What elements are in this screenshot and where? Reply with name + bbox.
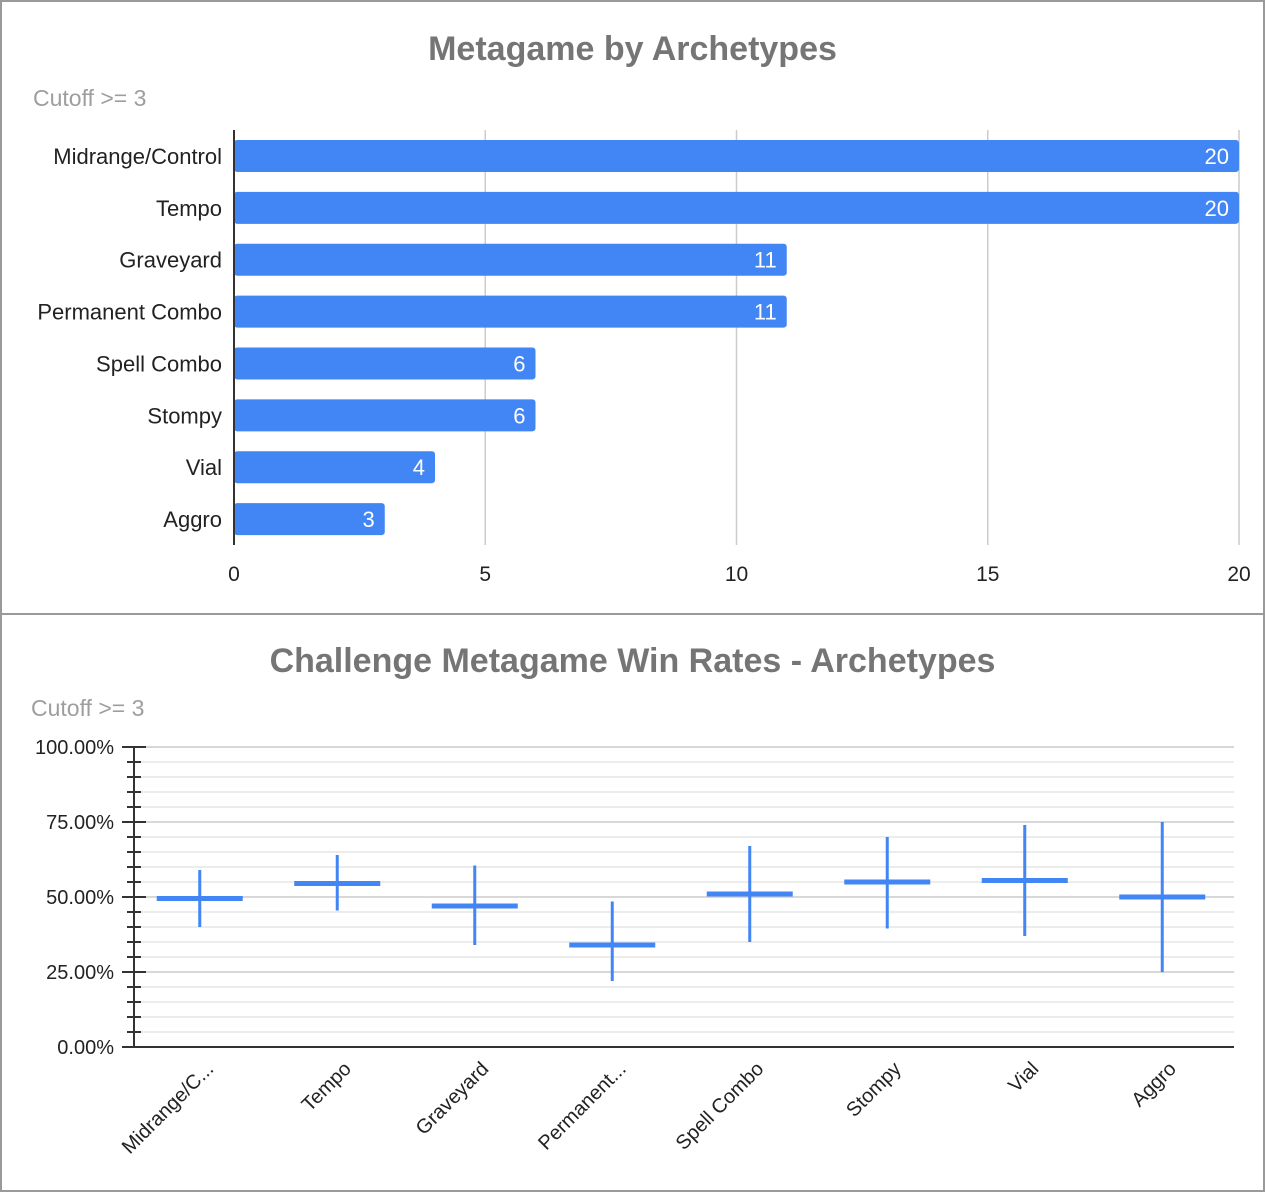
- data-label: 11: [754, 300, 777, 325]
- category-label: Midrange/Control: [53, 144, 222, 169]
- bar: [234, 503, 385, 536]
- x-tick-label: 0: [228, 563, 240, 586]
- bar: [234, 295, 787, 328]
- category-label: Spell Combo: [96, 351, 222, 376]
- x-tick-label: Midrange/C...: [118, 1058, 218, 1158]
- data-label: 6: [513, 403, 525, 428]
- data-label: 4: [413, 455, 425, 480]
- x-tick-label: Graveyard: [412, 1058, 494, 1140]
- x-tick-label: Vial: [1004, 1058, 1043, 1097]
- data-label: 20: [1205, 144, 1229, 169]
- category-label: Permanent Combo: [37, 300, 222, 325]
- win-rate-chart-panel: Challenge Metagame Win Rates - Archetype…: [0, 613, 1265, 1192]
- bar: [234, 451, 435, 484]
- x-tick-label: 5: [479, 563, 491, 586]
- x-tick-label: Spell Combo: [672, 1058, 769, 1155]
- data-label: 3: [363, 507, 375, 532]
- bar-chart-title: Metagame by Archetypes: [428, 30, 837, 68]
- data-label: 20: [1205, 196, 1229, 221]
- y-tick-label: 25.00%: [46, 962, 114, 984]
- bar: [234, 243, 787, 276]
- category-label: Aggro: [163, 507, 222, 532]
- category-label: Graveyard: [119, 248, 222, 273]
- y-tick-label: 100.00%: [35, 737, 114, 759]
- y-tick-label: 75.00%: [46, 812, 114, 834]
- bar: [234, 347, 536, 380]
- x-tick-label: Aggro: [1127, 1058, 1180, 1111]
- bar: [234, 399, 536, 432]
- x-tick-label: Permanent...: [534, 1058, 631, 1155]
- category-label: Vial: [186, 455, 222, 480]
- y-tick-label: 50.00%: [46, 887, 114, 909]
- win-rate-chart-title: Challenge Metagame Win Rates - Archetype…: [269, 642, 996, 680]
- category-label: Tempo: [156, 196, 222, 221]
- bar-chart-subtitle: Cutoff >= 3: [33, 85, 147, 111]
- bar: [234, 191, 1239, 224]
- x-tick-label: 20: [1227, 563, 1250, 586]
- x-tick-label: 10: [725, 563, 748, 586]
- x-tick-label: Tempo: [298, 1058, 356, 1116]
- data-label: 11: [754, 248, 777, 273]
- x-tick-label: Stompy: [842, 1058, 906, 1122]
- win-rate-chart-subtitle: Cutoff >= 3: [31, 695, 145, 721]
- bar: [234, 139, 1239, 172]
- data-label: 6: [513, 351, 525, 376]
- y-tick-label: 0.00%: [57, 1037, 114, 1059]
- x-tick-label: 15: [976, 563, 999, 586]
- category-label: Stompy: [147, 403, 222, 428]
